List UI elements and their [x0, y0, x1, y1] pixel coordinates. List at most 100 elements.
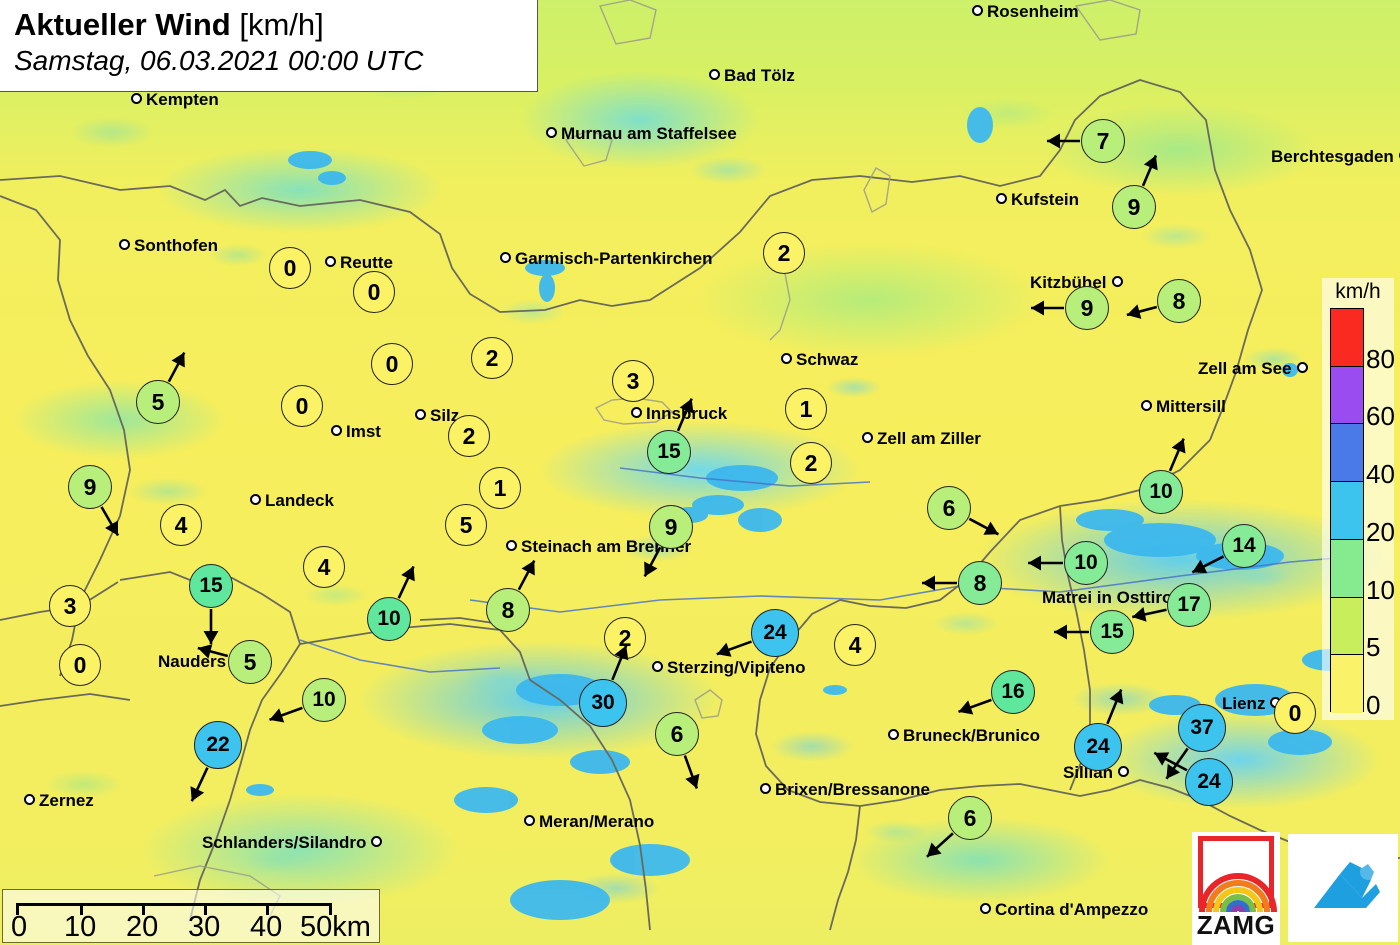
wind-station-marker[interactable]: 3	[49, 585, 91, 627]
city-label-meran-merano: Meran/Merano	[524, 812, 654, 830]
scale-label-1: 10	[64, 911, 97, 943]
city-name: Nauders	[158, 652, 227, 672]
wind-station-marker[interactable]: 8	[1157, 279, 1201, 323]
wind-station-marker[interactable]: 3	[612, 360, 654, 402]
wind-station-marker[interactable]: 24	[1074, 723, 1122, 771]
scale-tick	[266, 906, 269, 915]
wind-station-marker[interactable]: 0	[59, 644, 101, 686]
city-name: Brixen/Bressanone	[775, 780, 930, 800]
city-marker-dot-icon	[1118, 766, 1130, 778]
wind-station-marker[interactable]: 9	[1065, 286, 1109, 330]
wind-station-marker[interactable]: 9	[1112, 185, 1156, 229]
wind-station-marker[interactable]: 9	[649, 505, 693, 549]
wind-station-marker[interactable]: 0	[281, 385, 323, 427]
scale-label-0: 0	[11, 911, 28, 943]
city-label-kufstein: Kufstein	[996, 190, 1079, 208]
wind-station-marker[interactable]: 10	[302, 678, 346, 722]
city-label-zell-am-ziller: Zell am Ziller	[862, 429, 981, 447]
zamg-rainbow-icon	[1199, 873, 1277, 913]
city-label-berchtesgaden: Berchtesgaden	[1271, 147, 1400, 165]
city-label-murnau-am-staffelsee: Murnau am Staffelsee	[546, 124, 737, 142]
city-marker-dot-icon	[524, 815, 535, 827]
legend-unit-label: km/h	[1335, 280, 1381, 303]
wind-station-marker[interactable]: 2	[448, 415, 490, 457]
map-title-main: Aktueller Wind	[14, 7, 231, 42]
scale-label-3: 30	[188, 911, 221, 943]
wind-speed-legend: km/h 80 60 40 20 10 5 0	[1322, 278, 1395, 720]
wind-station-marker[interactable]: 5	[228, 640, 272, 684]
wind-station-marker[interactable]: 8	[958, 561, 1002, 605]
map-title-timestamp: Samstag, 06.03.2021 00:00 UTC	[14, 45, 424, 76]
wind-station-marker[interactable]: 2	[763, 232, 805, 274]
wind-station-marker[interactable]: 14	[1222, 524, 1266, 568]
city-marker-dot-icon	[652, 661, 663, 673]
wind-station-marker[interactable]: 15	[647, 430, 691, 474]
wind-station-marker[interactable]: 24	[751, 609, 799, 657]
wind-station-marker[interactable]: 2	[471, 337, 513, 379]
city-name: Zernez	[39, 791, 94, 811]
wind-station-marker[interactable]: 0	[1274, 692, 1316, 734]
wind-station-marker[interactable]: 2	[790, 442, 832, 484]
wind-station-marker[interactable]: 1	[785, 388, 827, 430]
wind-station-marker[interactable]: 7	[1081, 119, 1125, 163]
wind-station-marker[interactable]: 9	[68, 465, 112, 509]
legend-band-10	[1331, 539, 1363, 598]
city-name: Schlanders/Silandro	[202, 833, 367, 853]
legend-band-80	[1331, 309, 1363, 367]
wind-station-marker[interactable]: 6	[927, 486, 971, 530]
scale-tick	[142, 906, 145, 915]
city-marker-dot-icon	[996, 193, 1007, 205]
wind-station-marker[interactable]: 4	[303, 546, 345, 588]
scale-bar-labels: 0 10 20 30 40 50km	[3, 910, 381, 944]
wind-station-marker[interactable]: 0	[353, 271, 395, 313]
wind-station-marker[interactable]: 15	[189, 564, 233, 608]
wind-station-marker[interactable]: 4	[160, 504, 202, 546]
wind-station-marker[interactable]: 5	[136, 380, 180, 424]
legend-band-40	[1331, 424, 1363, 483]
wind-station-marker[interactable]: 15	[1090, 610, 1134, 654]
wind-station-marker[interactable]: 10	[1139, 470, 1183, 514]
city-name: Rosenheim	[987, 2, 1079, 22]
wind-station-marker[interactable]: 24	[1185, 758, 1233, 806]
city-name: Murnau am Staffelsee	[561, 124, 737, 144]
wind-station-marker[interactable]: 17	[1167, 583, 1211, 627]
wind-station-marker[interactable]: 4	[834, 624, 876, 666]
distance-scale-bar: 0 10 20 30 40 50km	[2, 889, 380, 943]
city-label-kempten: Kempten	[131, 90, 219, 108]
city-marker-dot-icon	[24, 794, 35, 806]
scale-label-4: 40	[250, 911, 283, 943]
city-name: Reutte	[340, 253, 393, 273]
wind-station-marker[interactable]: 37	[1178, 704, 1226, 752]
wind-station-marker[interactable]: 1	[479, 467, 521, 509]
wind-station-marker[interactable]: 10	[367, 597, 411, 641]
city-name: Bad Tölz	[724, 66, 795, 86]
city-marker-dot-icon	[500, 252, 511, 264]
city-label-zell-am-see: Zell am See	[1198, 359, 1308, 377]
wind-station-marker[interactable]: 2	[604, 617, 646, 659]
wind-station-marker[interactable]: 6	[655, 712, 699, 756]
city-marker-dot-icon	[506, 540, 517, 552]
wind-station-marker[interactable]: 22	[194, 721, 242, 769]
wind-station-marker[interactable]: 0	[269, 247, 311, 289]
city-marker-dot-icon	[972, 5, 983, 17]
wind-station-marker[interactable]: 10	[1064, 541, 1108, 585]
city-name: Sterzing/Vipiteno	[667, 658, 806, 678]
city-name: Schwaz	[796, 350, 859, 370]
city-marker-dot-icon	[119, 239, 130, 251]
scale-tick	[80, 906, 83, 915]
wind-station-marker[interactable]: 30	[579, 679, 627, 727]
city-label-rosenheim: Rosenheim	[972, 2, 1079, 20]
city-label-lienz: Lienz	[1222, 694, 1282, 712]
wind-station-marker[interactable]: 16	[991, 670, 1035, 714]
wind-station-marker[interactable]: 6	[948, 796, 992, 840]
city-name: Landeck	[265, 491, 334, 511]
scale-label-2: 20	[126, 911, 159, 943]
wind-station-marker[interactable]: 0	[371, 343, 413, 385]
scale-label-5: 50km	[300, 911, 371, 943]
city-marker-dot-icon	[250, 494, 261, 506]
wind-station-marker[interactable]: 5	[445, 504, 487, 546]
wind-station-marker[interactable]: 8	[486, 588, 530, 632]
map-title-line: Aktueller Wind [km/h]	[14, 6, 527, 43]
city-label-bad-t-lz: Bad Tölz	[709, 66, 795, 84]
legend-tick-5: 5	[1366, 632, 1381, 663]
